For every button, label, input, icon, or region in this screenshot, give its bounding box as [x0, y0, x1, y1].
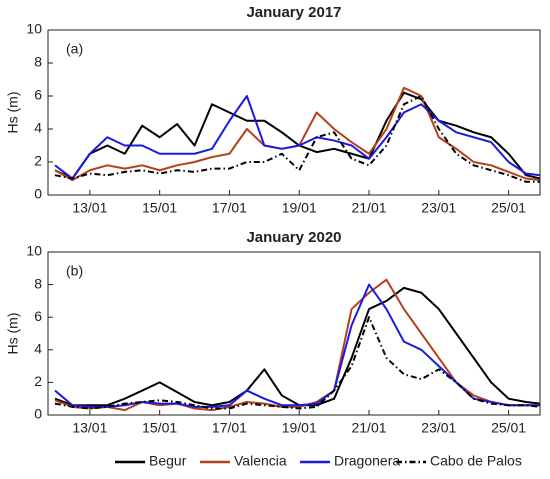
y-tick-label: 10 [26, 21, 42, 37]
chart-title: January 2020 [246, 229, 341, 246]
y-tick-label: 10 [26, 243, 42, 259]
x-tick-label: 13/01 [72, 420, 107, 436]
x-tick-label: 15/01 [142, 420, 177, 436]
panel-label: (b) [66, 263, 83, 279]
y-axis-label: Hs (m) [5, 313, 21, 355]
legend-label: Cabo de Palos [430, 453, 522, 469]
y-tick-label: 2 [34, 373, 42, 389]
x-tick-label: 23/01 [421, 420, 456, 436]
x-tick-label: 23/01 [421, 200, 456, 216]
y-tick-label: 0 [34, 186, 42, 202]
y-tick-label: 4 [34, 120, 42, 136]
x-tick-label: 25/01 [491, 420, 526, 436]
x-tick-label: 19/01 [282, 420, 317, 436]
x-tick-label: 15/01 [142, 200, 177, 216]
y-tick-label: 0 [34, 406, 42, 422]
x-tick-label: 17/01 [212, 200, 247, 216]
y-tick-label: 6 [34, 308, 42, 324]
series-line [54, 95, 541, 180]
y-tick-label: 2 [34, 153, 42, 169]
plot-area [48, 30, 540, 195]
x-tick-label: 13/01 [72, 200, 107, 216]
axes-frame [47, 251, 541, 416]
plot-area [48, 252, 540, 415]
legend-label: Begur [149, 453, 187, 469]
y-tick-label: 4 [34, 341, 42, 357]
x-tick-label: 21/01 [351, 200, 386, 216]
y-tick-label: 8 [34, 54, 42, 70]
x-tick-label: 25/01 [491, 200, 526, 216]
x-tick-label: 21/01 [351, 420, 386, 436]
series-line [54, 95, 540, 183]
panel-label: (a) [66, 41, 83, 57]
legend-label: Dragonera [334, 453, 400, 469]
axes-frame [47, 29, 541, 196]
x-tick-label: 17/01 [212, 420, 247, 436]
y-axis-label: Hs (m) [5, 92, 21, 134]
x-tick-label: 19/01 [282, 200, 317, 216]
series-line [54, 316, 541, 410]
legend-label: Valencia [234, 453, 287, 469]
y-tick-label: 6 [34, 87, 42, 103]
chart-title: January 2017 [246, 4, 341, 21]
y-tick-label: 8 [34, 275, 42, 291]
